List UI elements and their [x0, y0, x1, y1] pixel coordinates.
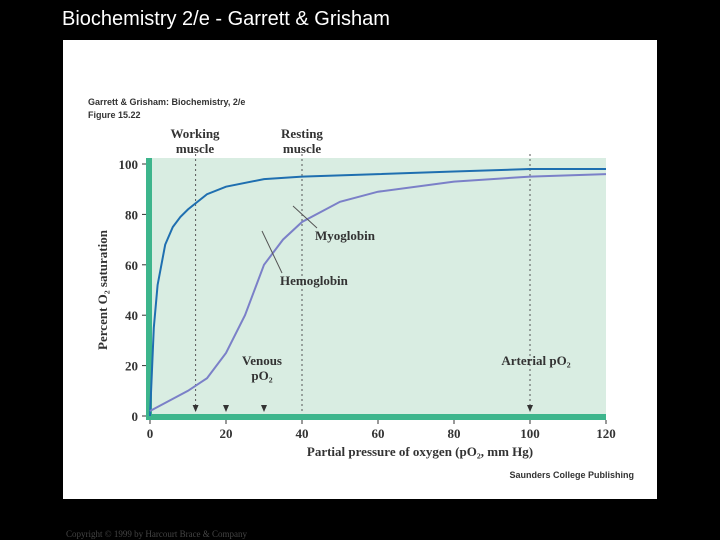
annotation: Venous pO₂	[242, 353, 282, 383]
x-tick-label: 0	[147, 426, 154, 441]
x-tick-label: 120	[596, 426, 616, 441]
x-tick-label: 80	[448, 426, 461, 441]
leader-line	[292, 205, 318, 229]
annotation: Arterial pO₂	[501, 353, 571, 368]
arrow	[192, 405, 199, 412]
y-axis-label: Percent O₂ saturation	[95, 229, 110, 350]
leader-line	[261, 230, 283, 274]
series-line	[149, 173, 607, 412]
series-line	[149, 168, 606, 417]
publisher: Saunders College Publishing	[509, 470, 634, 480]
y-axis-bar	[146, 158, 152, 420]
source: Garrett & Grisham: Biochemistry, 2/e	[88, 97, 245, 107]
arrow	[223, 405, 229, 412]
arrow	[261, 405, 267, 412]
figure-number: Figure 15.22	[88, 110, 141, 120]
x-tick-label: 100	[520, 426, 540, 441]
y-tick-label: 80	[125, 207, 138, 222]
y-tick-label: 60	[125, 258, 138, 273]
series-label: Hemoglobin	[280, 273, 349, 288]
plot-area	[146, 158, 606, 416]
y-tick-label: 20	[125, 359, 138, 374]
x-axis-label: Partial pressure of oxygen (pO₂, mm Hg)	[307, 444, 533, 459]
x-tick-label: 40	[296, 426, 309, 441]
slide-title: Biochemistry 2/e - Garrett & Grisham	[62, 8, 390, 30]
annotation: Resting muscle	[281, 126, 323, 156]
x-tick-label: 60	[372, 426, 385, 441]
copyright: Copyright © 1999 by Harcourt Brace & Com…	[66, 529, 248, 539]
series-label: Myoglobin	[315, 228, 376, 243]
annotation: Working muscle	[170, 126, 220, 156]
y-tick-label: 0	[132, 409, 139, 424]
y-tick-label: 40	[125, 308, 138, 323]
x-axis-bar	[146, 414, 606, 420]
x-tick-label: 20	[220, 426, 233, 441]
y-tick-label: 100	[119, 157, 139, 172]
arrow	[527, 405, 533, 412]
